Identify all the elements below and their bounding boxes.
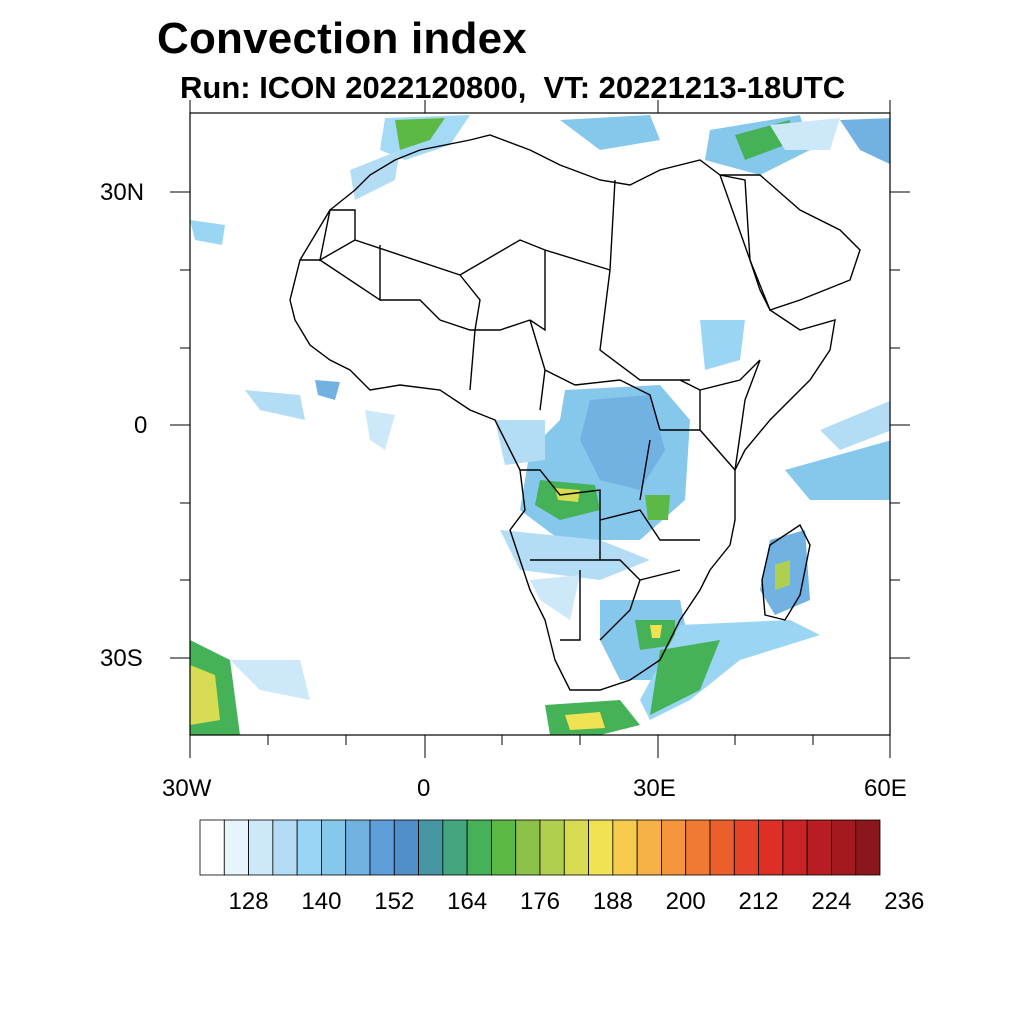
colorbar-label: 128 [228, 888, 269, 915]
colorbar-swatch [636, 819, 662, 876]
colorbar-swatch [685, 819, 711, 876]
precip-blob [500, 530, 650, 580]
precip-blob [395, 118, 445, 150]
colorbar-swatch [806, 819, 832, 876]
precip-blob [190, 220, 225, 245]
colorbar [199, 819, 881, 876]
colorbar-swatch [855, 819, 881, 876]
precip-blob [650, 625, 662, 638]
colorbar-swatch [345, 819, 371, 876]
colorbar-label: 212 [738, 888, 779, 915]
colorbar-swatch [223, 819, 249, 876]
run-validity-subtitle: Run: ICON 2022120800, VT: 20221213-18UTC [180, 70, 846, 105]
precip-blob [650, 640, 720, 715]
precip-blob [530, 575, 580, 620]
precip-blob [230, 660, 310, 700]
madagascar-outline [761, 523, 811, 621]
colorbar-label: 188 [592, 888, 633, 915]
colorbar-swatch [612, 819, 638, 876]
colorbar-swatch [369, 819, 395, 876]
colorbar-swatch [248, 819, 274, 876]
lat-label-30n: 30N [100, 179, 145, 206]
precip-blob [820, 400, 890, 450]
colorbar-swatch [418, 819, 444, 876]
colorbar-swatch [199, 819, 225, 876]
precip-blob [365, 410, 395, 450]
axis-ticks [170, 100, 910, 758]
map-frame [189, 112, 891, 736]
precip-blob [785, 440, 890, 500]
arabia-outline [719, 174, 861, 311]
colorbar-swatch [661, 819, 687, 876]
precip-blob [315, 380, 340, 400]
lon-label-30e: 30E [633, 775, 676, 802]
africa-coastline [289, 134, 836, 691]
colorbar-label: 224 [811, 888, 852, 915]
lon-label-60e: 60E [864, 775, 907, 802]
precip-blob [190, 665, 220, 725]
chart-title: Convection index [157, 14, 527, 63]
precip-blob [775, 560, 790, 590]
colorbar-label: 140 [301, 888, 342, 915]
colorbar-swatch [515, 819, 541, 876]
colorbar-swatch [442, 819, 468, 876]
colorbar-swatch [393, 819, 419, 876]
colorbar-swatch [539, 819, 565, 876]
colorbar-swatch [563, 819, 589, 876]
precip-blob [840, 118, 890, 165]
precip-blob [495, 420, 545, 465]
colorbar-swatch [709, 819, 735, 876]
lat-label-0: 0 [134, 412, 148, 439]
convection-field [190, 115, 890, 735]
country-borders [300, 179, 761, 641]
colorbar-swatch [588, 819, 614, 876]
colorbar-swatch [491, 819, 517, 876]
precip-blob [555, 488, 580, 502]
lon-label-0: 0 [417, 775, 431, 802]
precip-blob [245, 390, 305, 420]
precip-blob [560, 115, 660, 150]
colorbar-label: 176 [519, 888, 561, 915]
colorbar-swatch [296, 819, 322, 876]
lat-label-30s: 30S [100, 645, 143, 672]
colorbar-label: 200 [665, 888, 706, 915]
precip-blob [645, 495, 670, 520]
coastlines-and-borders [289, 134, 861, 691]
colorbar-swatch [733, 819, 759, 876]
colorbar-swatch [466, 819, 492, 876]
precip-blob [580, 395, 665, 490]
colorbar-swatch [782, 819, 808, 876]
precip-blob [350, 150, 400, 200]
colorbar-label: 152 [374, 888, 415, 915]
colorbar-swatch [831, 819, 857, 876]
colorbar-label: 164 [447, 888, 488, 915]
precip-blob [700, 320, 745, 370]
precip-blob [770, 118, 840, 150]
lon-label-30w: 30W [162, 775, 212, 802]
colorbar-swatch [272, 819, 298, 876]
precip-blob [565, 712, 605, 730]
colorbar-swatch [758, 819, 784, 876]
colorbar-swatch [321, 819, 347, 876]
colorbar-label: 236 [884, 888, 925, 915]
